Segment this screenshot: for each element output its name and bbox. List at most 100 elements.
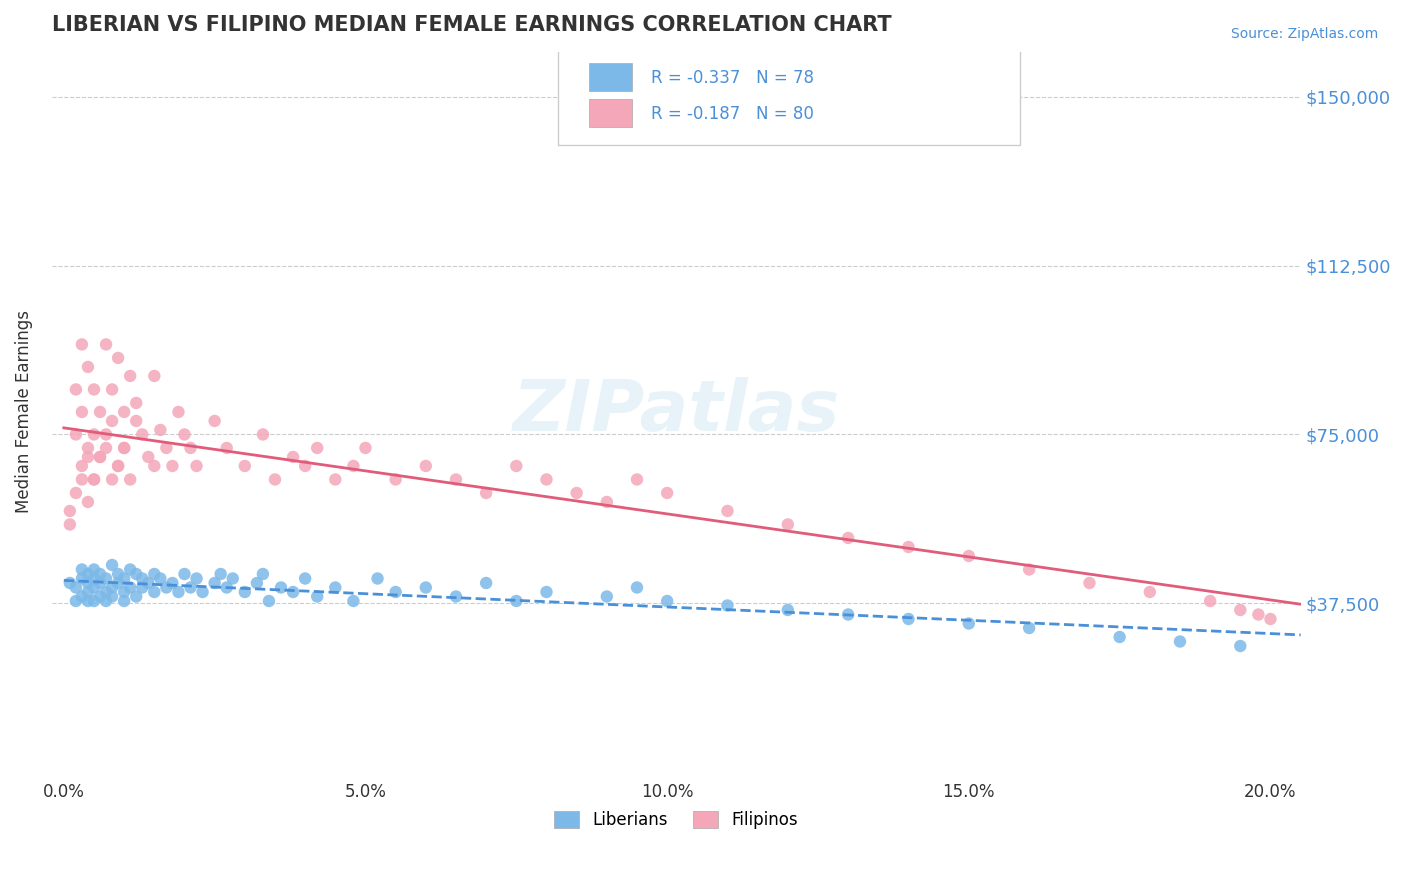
Point (626, 581, 648, 595)
Point (155, 441, 177, 455)
Point (384, 473, 406, 487)
Point (536, 585, 558, 599)
Point (65, 594, 87, 608)
Point (77, 359, 100, 374)
Point (323, 473, 346, 487)
Point (107, 458, 129, 473)
Point (776, 603, 799, 617)
Point (89, 450, 111, 464)
Point (776, 517, 799, 532)
Point (89, 576, 111, 591)
Point (136, 576, 159, 591)
Point (112, 585, 135, 599)
Point (167, 585, 190, 599)
Legend: Liberians, Filipinos: Liberians, Filipinos (547, 805, 804, 836)
Point (94, 585, 117, 599)
Point (112, 594, 135, 608)
Y-axis label: Median Female Earnings: Median Female Earnings (15, 310, 32, 514)
Point (716, 599, 738, 613)
Point (596, 495, 619, 509)
Point (70, 572, 93, 586)
Text: Source: ZipAtlas.com: Source: ZipAtlas.com (1230, 27, 1378, 41)
Point (70, 590, 93, 604)
Point (77, 450, 100, 464)
Point (70, 405, 93, 419)
Point (162, 458, 184, 473)
Point (107, 576, 129, 591)
Point (475, 486, 498, 500)
Point (536, 473, 558, 487)
Point (505, 594, 527, 608)
Point (186, 572, 208, 586)
Point (136, 450, 159, 464)
Point (1108, 630, 1130, 644)
Point (1247, 607, 1270, 622)
Point (65, 383, 87, 397)
Point (180, 581, 202, 595)
Point (143, 585, 166, 599)
Point (270, 581, 292, 595)
Point (155, 581, 177, 595)
Point (77, 594, 100, 608)
Point (173, 427, 195, 442)
Point (565, 486, 588, 500)
Point (957, 549, 980, 563)
Point (107, 351, 129, 365)
Point (94, 594, 117, 608)
Point (186, 458, 208, 473)
Point (83, 427, 105, 442)
Point (294, 572, 316, 586)
Point (204, 576, 226, 591)
Point (837, 531, 859, 545)
Point (149, 572, 172, 586)
Point (475, 576, 498, 591)
Text: R = -0.187   N = 80: R = -0.187 N = 80 (651, 105, 814, 123)
Point (70, 562, 93, 576)
Point (125, 396, 148, 410)
Point (837, 607, 859, 622)
Point (112, 572, 135, 586)
Point (83, 383, 105, 397)
Point (112, 441, 135, 455)
Point (384, 585, 406, 599)
Point (1168, 634, 1191, 648)
Point (125, 566, 148, 581)
Point (101, 558, 124, 572)
Point (120, 581, 142, 595)
Bar (589, 99, 633, 128)
Point (70, 458, 93, 473)
Point (281, 450, 304, 464)
Text: R = -0.337   N = 78: R = -0.337 N = 78 (651, 70, 814, 87)
Point (294, 458, 316, 473)
Point (215, 441, 238, 455)
Point (716, 504, 738, 518)
Point (83, 572, 105, 586)
Point (342, 458, 364, 473)
Point (89, 450, 111, 464)
Point (162, 576, 184, 591)
Point (120, 562, 142, 576)
Point (77, 576, 100, 591)
Point (246, 576, 269, 591)
Point (180, 441, 202, 455)
Point (107, 458, 129, 473)
Point (89, 590, 111, 604)
Point (655, 486, 678, 500)
Point (264, 473, 287, 487)
Point (1260, 612, 1282, 626)
Point (83, 473, 105, 487)
Point (204, 414, 226, 428)
Point (1018, 621, 1040, 635)
Point (94, 427, 117, 442)
Point (101, 383, 124, 397)
Point (655, 594, 678, 608)
Point (596, 590, 619, 604)
Point (83, 581, 105, 595)
Point (897, 540, 920, 554)
Point (149, 423, 172, 437)
Text: LIBERIAN VS FILIPINO MEDIAN FEMALE EARNINGS CORRELATION CHART: LIBERIAN VS FILIPINO MEDIAN FEMALE EARNI… (52, 15, 891, 35)
Point (281, 585, 304, 599)
Point (222, 572, 245, 586)
Point (209, 566, 232, 581)
Point (89, 405, 111, 419)
